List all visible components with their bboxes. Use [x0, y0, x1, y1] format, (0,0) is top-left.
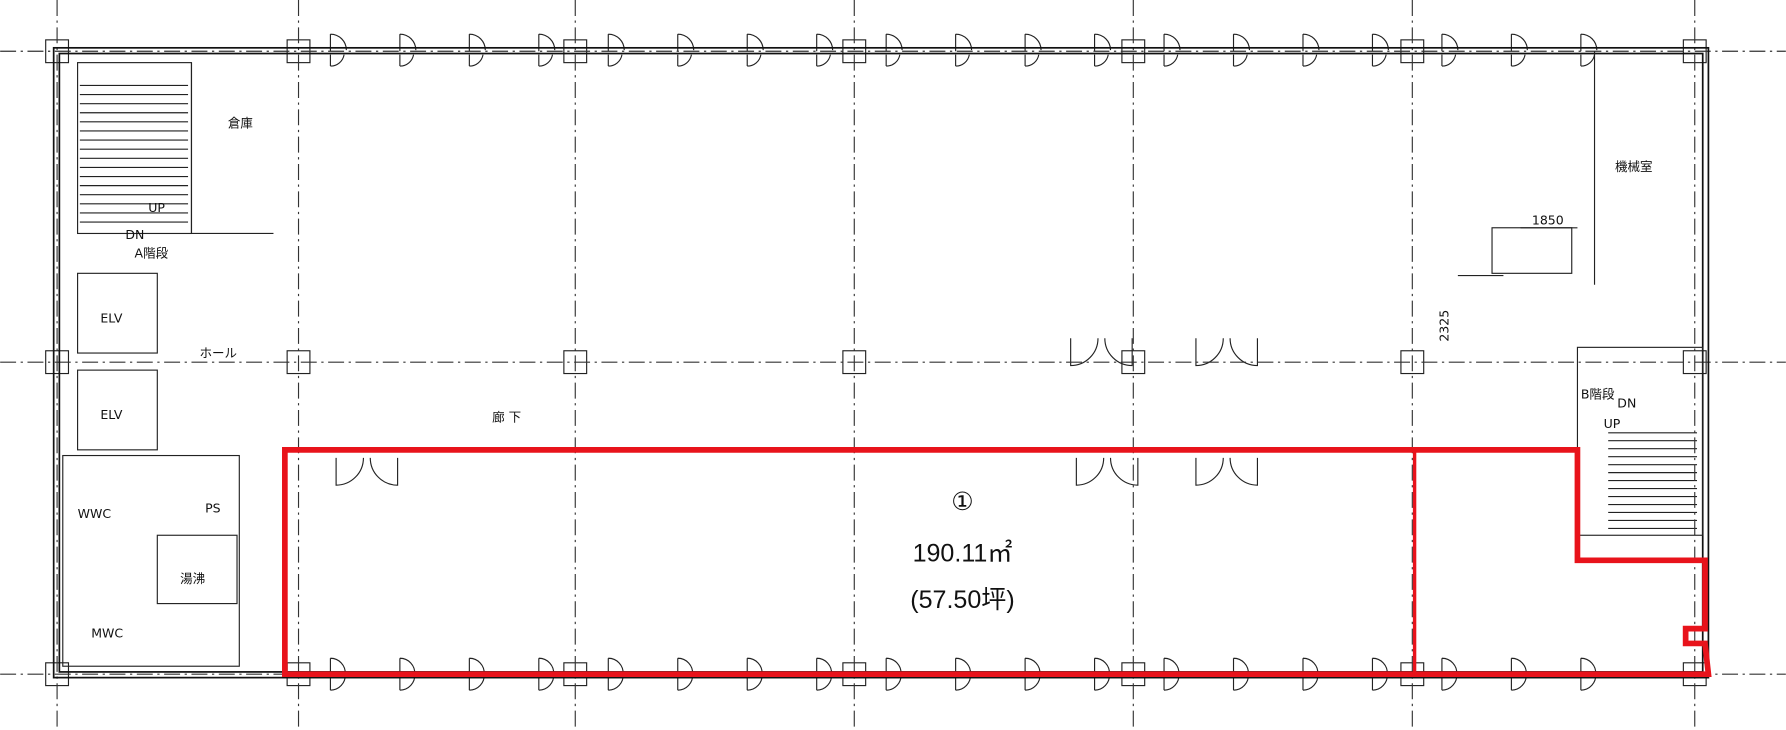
door: [885, 54, 901, 67]
elevator: [77, 369, 158, 451]
door: [1441, 54, 1457, 67]
elevator: [77, 272, 158, 354]
room-label: 廊 下: [492, 409, 521, 424]
room-label: UP: [148, 200, 165, 215]
door: [1302, 54, 1318, 67]
door: [1094, 54, 1109, 67]
double-door: [1195, 457, 1258, 486]
room-label: A階段: [135, 245, 169, 260]
door: [1371, 54, 1387, 67]
unit-tsubo: (57.50坪): [910, 586, 1014, 614]
room-label: ELV: [100, 407, 123, 422]
room-label: WWC: [78, 506, 112, 521]
stair-b: [1576, 346, 1704, 536]
double-door: [335, 457, 399, 486]
outer-wall: [52, 46, 1710, 679]
door: [399, 54, 415, 67]
unit-number: ①: [951, 488, 973, 516]
door: [1232, 54, 1248, 67]
kitchenette-room: [156, 534, 238, 605]
door: [1510, 54, 1526, 67]
room-label: DN: [125, 227, 144, 242]
dimension: 2325: [1437, 310, 1452, 342]
door: [677, 54, 692, 67]
double-door: [1075, 457, 1139, 486]
door: [538, 54, 554, 67]
room-label: PS: [205, 500, 221, 515]
room-label: B階段: [1581, 387, 1615, 402]
room-label: ホール: [199, 346, 237, 361]
room-label: 倉庫: [228, 116, 253, 131]
room-label: MWC: [91, 626, 123, 641]
door: [955, 54, 970, 67]
room-label: 機械室: [1615, 159, 1653, 174]
room-label: UP: [1604, 416, 1621, 431]
door: [746, 54, 762, 67]
room-label: 湯沸: [180, 571, 205, 586]
double-door: [1195, 338, 1258, 367]
door: [329, 54, 345, 67]
door: [1024, 54, 1040, 67]
door: [607, 54, 623, 67]
door: [1163, 54, 1179, 67]
door: [816, 54, 831, 67]
toilets: [62, 454, 240, 667]
double-door: [1070, 338, 1133, 367]
door: [468, 54, 484, 67]
dimension: 1850: [1532, 212, 1564, 227]
room-label: DN: [1617, 396, 1636, 411]
room-label: ELV: [100, 310, 123, 325]
unit-outline: [282, 446, 1712, 678]
unit-area: 190.11㎡: [913, 539, 1013, 567]
